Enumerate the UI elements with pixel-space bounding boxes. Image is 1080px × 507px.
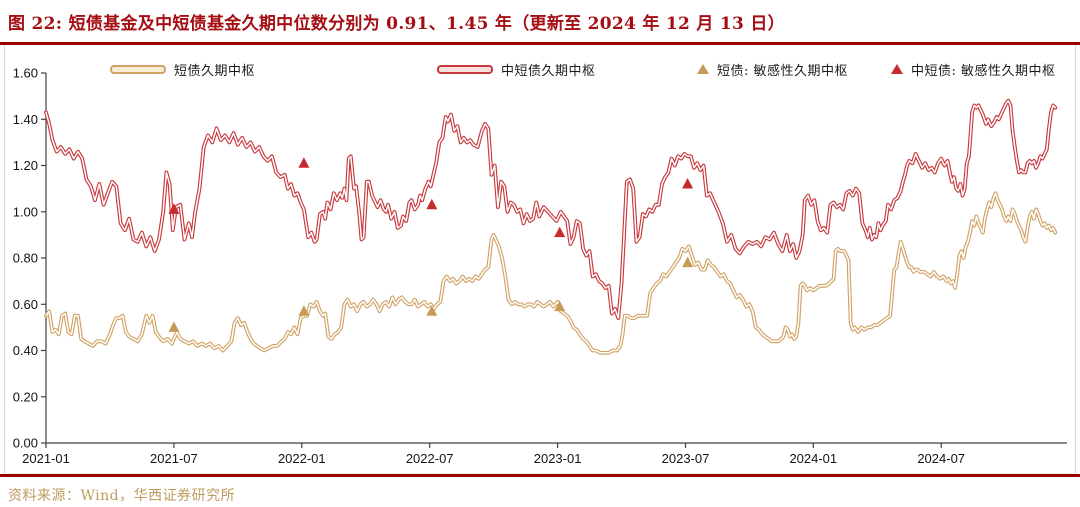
- svg-text:2023-01: 2023-01: [534, 451, 582, 466]
- svg-text:2021-07: 2021-07: [150, 451, 198, 466]
- tan-triangle-icon: [697, 64, 709, 74]
- svg-text:2024-01: 2024-01: [789, 451, 837, 466]
- svg-text:1.60: 1.60: [13, 66, 38, 81]
- figure-title: 图 22: 短债基金及中短债基金久期中位数分别为 0.91、1.45 年（更新至…: [8, 14, 785, 34]
- svg-text:0.60: 0.60: [13, 297, 38, 312]
- mid-short-bond-line-swatch-icon: [437, 64, 493, 74]
- legend-item-mid-short-bond-line: 中短债久期中枢: [437, 58, 596, 80]
- legend-item-short-bond-sensitivity: 短债: 敏感性久期中枢: [697, 58, 848, 80]
- chart-box: 短债久期中枢 中短债久期中枢 短债: 敏感性久期中枢 中短债: 敏感性久期中枢 …: [4, 45, 1076, 474]
- source-note: 资料来源：Wind，华西证券研究所: [8, 488, 236, 504]
- svg-text:0.80: 0.80: [13, 251, 38, 266]
- legend-label: 短债: 敏感性久期中枢: [717, 63, 849, 79]
- svg-text:1.20: 1.20: [13, 158, 38, 173]
- chart-legend: 短债久期中枢 中短债久期中枢 短债: 敏感性久期中枢 中短债: 敏感性久期中枢: [5, 58, 1075, 80]
- top-rule: [0, 42, 1080, 45]
- svg-text:1.40: 1.40: [13, 112, 38, 127]
- legend-item-short-bond-line: 短债久期中枢: [110, 58, 255, 80]
- short-bond-line-swatch-icon: [110, 64, 166, 74]
- svg-text:0.00: 0.00: [13, 436, 38, 451]
- legend-label: 中短债: 敏感性久期中枢: [911, 63, 1056, 79]
- svg-text:2024-07: 2024-07: [917, 451, 965, 466]
- red-triangle-icon: [891, 64, 903, 74]
- svg-text:2022-01: 2022-01: [278, 451, 326, 466]
- legend-label: 中短债久期中枢: [501, 63, 596, 79]
- svg-text:0.40: 0.40: [13, 343, 38, 358]
- legend-label: 短债久期中枢: [174, 63, 256, 79]
- svg-text:0.20: 0.20: [13, 389, 38, 404]
- svg-text:2021-01: 2021-01: [22, 451, 70, 466]
- bottom-rule: [0, 474, 1080, 477]
- svg-text:2022-07: 2022-07: [406, 451, 454, 466]
- svg-text:1.00: 1.00: [13, 204, 38, 219]
- svg-text:2023-07: 2023-07: [662, 451, 710, 466]
- legend-item-mid-short-bond-sensitivity: 中短债: 敏感性久期中枢: [891, 58, 1056, 80]
- duration-chart: 0.00 0.20 0.40 0.60 0.80 1.00 1.20 1.40 1.60 2021…: [13, 66, 1067, 466]
